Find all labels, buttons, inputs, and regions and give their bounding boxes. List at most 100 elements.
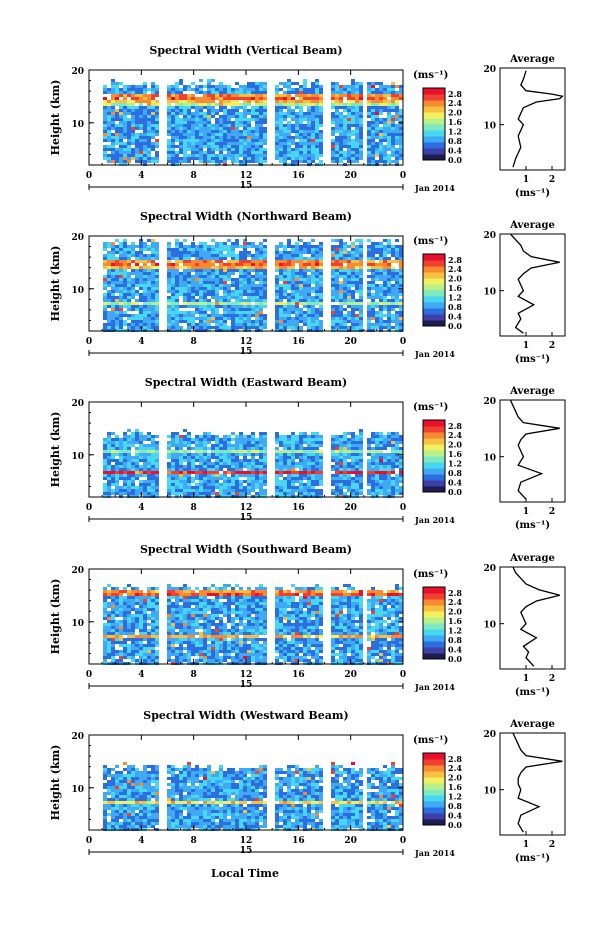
heatmap-cell: [275, 94, 279, 97]
heatmap-cell: [215, 326, 219, 329]
heatmap-cell: [339, 94, 343, 97]
heatmap-cell: [275, 97, 279, 100]
heatmap-cell: [103, 148, 107, 151]
heatmap-cell: [223, 157, 227, 160]
heatmap-cell: [127, 480, 131, 483]
heatmap-cell: [283, 103, 287, 106]
heatmap-cell: [375, 248, 379, 251]
heatmap-cell: [207, 465, 211, 468]
heatmap-cell: [115, 459, 119, 462]
heatmap-cell: [383, 323, 387, 326]
heatmap-cell: [355, 305, 359, 308]
heatmap-cell: [387, 314, 391, 317]
heatmap-cell: [303, 471, 307, 474]
heatmap-cell: [235, 97, 239, 100]
heatmap-cell: [119, 263, 123, 266]
heatmap-cell: [295, 160, 299, 163]
heatmap-cell: [187, 245, 191, 248]
heatmap-cell: [175, 91, 179, 94]
heatmap-cell: [107, 480, 111, 483]
heatmap-cell: [275, 145, 279, 148]
heatmap-cell: [207, 248, 211, 251]
heatmap-cell: [191, 326, 195, 329]
heatmap-cell: [335, 82, 339, 85]
heatmap-cell: [383, 148, 387, 151]
heatmap-cell: [111, 121, 115, 124]
heatmap-cell: [103, 492, 107, 495]
heatmap-cell: [263, 130, 267, 133]
heatmap-cell: [387, 248, 391, 251]
heatmap-cell: [139, 320, 143, 323]
heatmap-cell: [279, 456, 283, 459]
heatmap-cell: [303, 278, 307, 281]
heatmap-cell: [287, 139, 291, 142]
heatmap-cell: [307, 302, 311, 305]
heatmap-cell: [359, 278, 363, 281]
heatmap-cell: [243, 136, 247, 139]
heatmap-cell: [139, 287, 143, 290]
heatmap-cell: [207, 293, 211, 296]
heatmap-cell: [303, 287, 307, 290]
heatmap-cell: [303, 79, 307, 82]
heatmap-cell: [143, 124, 147, 127]
heatmap-cell: [335, 142, 339, 145]
heatmap-cell: [143, 157, 147, 160]
heatmap-cell: [123, 269, 127, 272]
heatmap-cell: [183, 459, 187, 462]
heatmap-cell: [283, 254, 287, 257]
heatmap-cell: [359, 284, 363, 287]
heatmap-cell: [247, 314, 251, 317]
heatmap-cell: [231, 112, 235, 115]
heatmap-cell: [199, 97, 203, 100]
heatmap-cell: [387, 242, 391, 245]
heatmap-cell: [347, 302, 351, 305]
heatmap-cell: [343, 444, 347, 447]
heatmap-cell: [387, 85, 391, 88]
heatmap-cell: [299, 471, 303, 474]
heatmap-cell: [123, 148, 127, 151]
heatmap-cell: [399, 115, 403, 118]
heatmap-cell: [275, 489, 279, 492]
heatmap-cell: [331, 287, 335, 290]
heatmap-cell: [319, 314, 323, 317]
heatmap-cell: [339, 133, 343, 136]
heatmap-cell: [387, 290, 391, 293]
heatmap-cell: [147, 471, 151, 474]
heatmap-cell: [171, 459, 175, 462]
heatmap-cell: [115, 248, 119, 251]
heatmap-cell: [291, 489, 295, 492]
heatmap-cell: [107, 290, 111, 293]
heatmap-cell: [279, 290, 283, 293]
heatmap-cell: [223, 293, 227, 296]
heatmap-cell: [183, 284, 187, 287]
heatmap-cell: [187, 486, 191, 489]
heatmap-cell: [307, 88, 311, 91]
heatmap-cell: [211, 471, 215, 474]
heatmap-cell: [191, 263, 195, 266]
heatmap-cell: [263, 139, 267, 142]
heatmap-cell: [383, 308, 387, 311]
heatmap-cell: [171, 272, 175, 275]
heatmap-cell: [135, 492, 139, 495]
heatmap-cell: [107, 245, 111, 248]
heatmap-cell: [127, 251, 131, 254]
heatmap-cell: [111, 459, 115, 462]
heatmap-cell: [339, 100, 343, 103]
heatmap-cell: [379, 257, 383, 260]
heatmap-cell: [103, 471, 107, 474]
heatmap-cell: [367, 462, 371, 465]
heatmap-cell: [251, 136, 255, 139]
heatmap-cell: [243, 441, 247, 444]
heatmap-cell: [211, 296, 215, 299]
heatmap-cell: [347, 453, 351, 456]
heatmap-cell: [239, 311, 243, 314]
heatmap-cell: [315, 127, 319, 130]
heatmap-cell: [263, 471, 267, 474]
heatmap-cell: [399, 281, 403, 284]
heatmap-cell: [235, 139, 239, 142]
heatmap-cell: [139, 112, 143, 115]
heatmap-cell: [151, 94, 155, 97]
heatmap-cell: [343, 269, 347, 272]
heatmap-cell: [291, 320, 295, 323]
heatmap-cell: [347, 139, 351, 142]
